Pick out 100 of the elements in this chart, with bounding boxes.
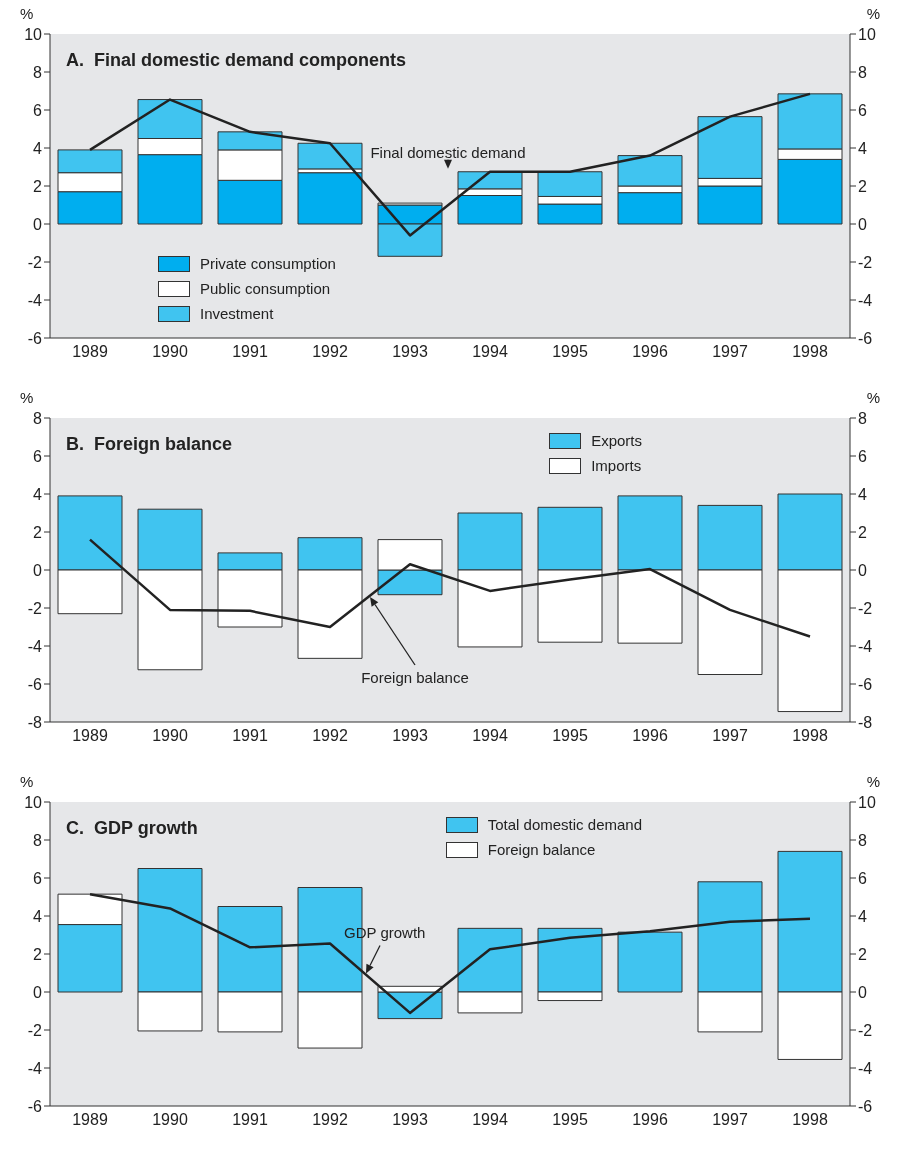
x-tick-label: 1990	[152, 1111, 188, 1129]
y-tick-label: -2	[27, 253, 43, 271]
x-tick-label: 1998	[792, 1111, 828, 1129]
y2-tick-label: 8	[858, 63, 867, 81]
y2-tick-label: 2	[858, 523, 867, 541]
y2-tick-label: 6	[858, 869, 867, 887]
y-tick-label: 8	[33, 63, 43, 81]
legend-label: Exports	[591, 432, 642, 449]
bar	[297, 142, 363, 170]
line-series	[88, 538, 812, 638]
x-tick-label: 1998	[792, 727, 828, 745]
y-tick-label: -6	[27, 329, 43, 347]
x-tick-label: 1998	[792, 343, 828, 361]
text: B. Foreign balance	[66, 434, 233, 455]
legend-label: Total domestic demand	[487, 816, 642, 833]
y2-tick-label: 4	[858, 907, 867, 925]
y2-tick-label: 6	[858, 447, 867, 465]
y2-tick-label: 4	[858, 485, 867, 503]
y-tick-label: -8	[27, 713, 43, 731]
y-tick-label: -4	[27, 1059, 43, 1077]
y-tick-label: 2	[33, 177, 43, 195]
bar	[297, 172, 363, 225]
y-tick-label: 6	[33, 869, 43, 887]
y2-tick-label: 2	[858, 945, 867, 963]
y-axis-title: %	[20, 388, 34, 406]
line-series	[88, 892, 812, 1015]
y2-axis-title: %	[866, 388, 880, 406]
text: A. Final domestic demand components	[66, 50, 407, 71]
y-tick-label: -2	[27, 599, 43, 617]
x-tick-label: 1989	[72, 343, 108, 361]
x-tick-label: 1997	[712, 343, 748, 361]
y2-tick-label: -2	[858, 599, 873, 617]
y2-tick-label: -4	[858, 637, 873, 655]
x-tick-label: 1996	[632, 727, 668, 745]
x-tick-label: 1992	[312, 727, 348, 745]
x-tick-label: 1990	[152, 727, 188, 745]
y2-tick-label: -6	[858, 1097, 873, 1115]
x-tick-label: 1993	[392, 727, 428, 745]
y2-axis-title: %	[866, 772, 880, 790]
legend-label: Imports	[591, 457, 642, 474]
y-tick-label: 10	[24, 793, 43, 811]
y-tick-label: -2	[27, 1021, 43, 1039]
y-tick-label: 0	[33, 561, 43, 579]
y2-tick-label: 8	[858, 831, 867, 849]
y2-tick-label: 4	[858, 139, 867, 157]
y-tick-label: 2	[33, 945, 43, 963]
y2-tick-label: -2	[858, 1021, 873, 1039]
y-tick-label: 4	[33, 485, 43, 503]
x-tick-label: 1992	[312, 1111, 348, 1129]
y2-tick-label: 0	[858, 561, 867, 579]
x-tick-label: 1995	[552, 727, 588, 745]
y2-tick-label: 6	[858, 101, 867, 119]
y-tick-label: -6	[27, 675, 43, 693]
y-tick-label: 0	[33, 215, 43, 233]
bar	[617, 931, 683, 993]
y2-tick-label: 10	[858, 25, 876, 43]
legend-label: Foreign balance	[487, 841, 596, 858]
x-tick-label: 1995	[552, 343, 588, 361]
y2-tick-label: -4	[858, 291, 873, 309]
x-tick-label: 1989	[72, 727, 108, 745]
y-tick-label: -4	[27, 637, 43, 655]
text: Foreign balance	[361, 669, 469, 686]
y2-tick-label: -4	[858, 1059, 873, 1077]
y2-tick-label: 8	[858, 409, 867, 427]
legend-label: Private consumption	[200, 255, 336, 272]
y-tick-label: 0	[33, 983, 43, 1001]
x-tick-label: 1996	[632, 1111, 668, 1129]
text: C. GDP growth	[66, 818, 198, 839]
x-tick-label: 1993	[392, 343, 428, 361]
x-tick-label: 1989	[72, 1111, 108, 1129]
x-tick-label: 1994	[472, 343, 508, 361]
y-tick-label: 8	[33, 831, 43, 849]
line-series	[88, 92, 812, 237]
x-tick-label: 1992	[312, 343, 348, 361]
x-tick-label: 1996	[632, 343, 668, 361]
x-tick-label: 1997	[712, 727, 748, 745]
y-tick-label: 8	[33, 409, 43, 427]
y-tick-label: -6	[27, 1097, 43, 1115]
y-axis-title: %	[20, 772, 34, 790]
legend-label: Investment	[200, 305, 274, 322]
y2-axis-title: %	[866, 4, 880, 22]
series-label: Final domestic demand	[370, 143, 526, 161]
y2-tick-label: -2	[858, 253, 873, 271]
y-tick-label: -4	[27, 291, 43, 309]
y2-tick-label: 0	[858, 983, 867, 1001]
y-tick-label: 4	[33, 139, 43, 157]
y-tick-label: 2	[33, 523, 43, 541]
x-tick-label: 1995	[552, 1111, 588, 1129]
x-tick-label: 1991	[232, 343, 268, 361]
y-tick-label: 6	[33, 447, 43, 465]
x-tick-label: 1991	[232, 727, 268, 745]
x-tick-label: 1997	[712, 1111, 748, 1129]
y-tick-label: 10	[24, 25, 43, 43]
y-axis-title: %	[20, 4, 34, 22]
legend-label: Public consumption	[200, 280, 331, 297]
y-tick-label: 4	[33, 907, 43, 925]
x-tick-label: 1994	[472, 1111, 508, 1129]
x-tick-label: 1991	[232, 1111, 268, 1129]
x-tick-label: 1993	[392, 1111, 428, 1129]
y2-tick-label: -6	[858, 675, 873, 693]
